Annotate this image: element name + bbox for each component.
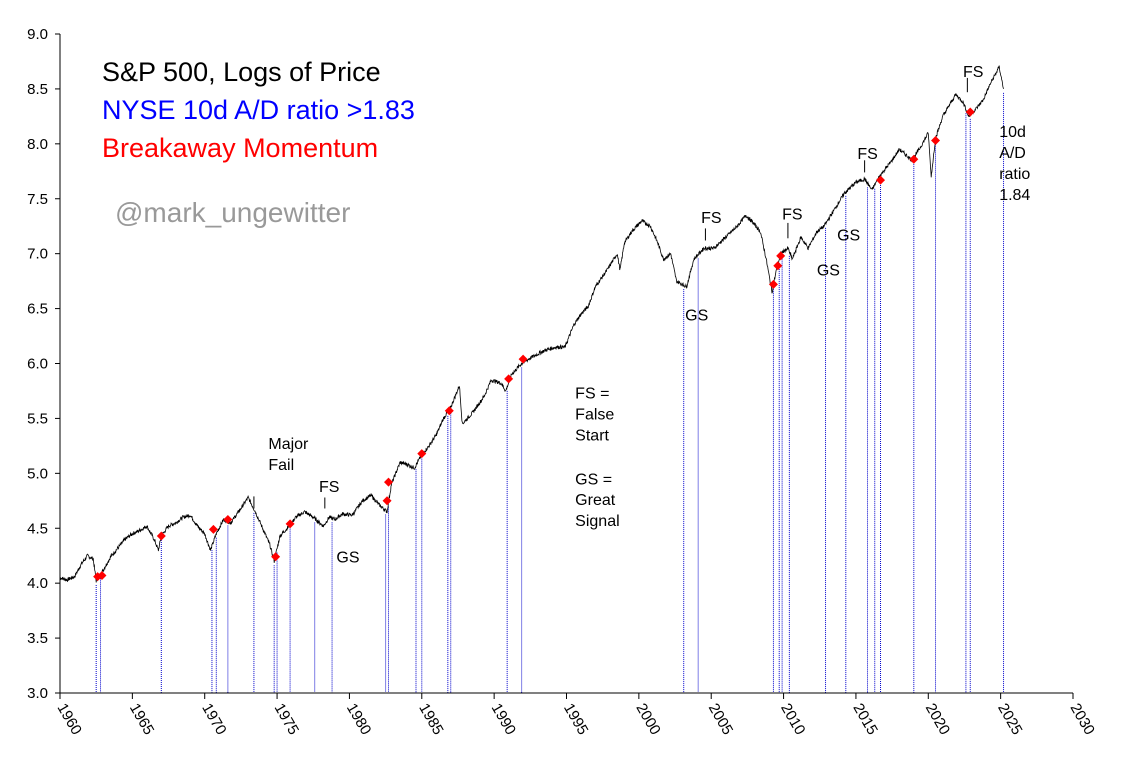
x-tick-label: 2000 xyxy=(632,701,663,738)
x-tick-label: 1980 xyxy=(343,701,374,738)
annotations: Major Fail FS GS FS = False Start GS = Great Sign… xyxy=(253,64,1030,566)
y-tick-label: 4.0 xyxy=(27,575,48,592)
watermark: @mark_ungewitter xyxy=(115,197,350,228)
x-tick-label: 2015 xyxy=(849,701,880,738)
signal-marker xyxy=(271,552,281,562)
annotation: FS xyxy=(857,146,877,163)
x-tick-label: 1975 xyxy=(271,701,302,738)
signal-marker xyxy=(223,514,233,524)
annotation: ratio xyxy=(999,166,1030,183)
annotation: FS xyxy=(701,210,721,227)
signal-marker xyxy=(876,175,886,185)
x-tick-label: 1995 xyxy=(560,701,591,738)
annotation: False xyxy=(575,407,614,424)
y-tick-label: 7.5 xyxy=(27,191,48,208)
signal-marker xyxy=(965,107,975,117)
y-tick-label: 6.0 xyxy=(27,356,48,373)
annotation: 10d xyxy=(999,124,1026,141)
signal-marker xyxy=(909,154,919,164)
annotation: Signal xyxy=(575,513,619,530)
signal-lines xyxy=(95,92,1005,693)
x-tick-label: 2030 xyxy=(1067,701,1098,738)
y-tick-label: 8.0 xyxy=(27,136,48,153)
y-tick-label: 9.0 xyxy=(27,26,48,43)
annotation: GS xyxy=(837,227,860,244)
y-tick-label: 6.5 xyxy=(27,301,48,318)
y-tick-label: 5.5 xyxy=(27,410,48,427)
y-tick-label: 4.5 xyxy=(27,520,48,537)
annotation: Fail xyxy=(268,457,294,474)
x-ticks: 1960 1965 1970 1975 1980 1985 1990 1995 2000 2005… xyxy=(54,693,1098,738)
signal-marker xyxy=(931,136,941,146)
y-tick-label: 8.5 xyxy=(27,81,48,98)
signal-marker xyxy=(768,279,778,289)
x-tick-label: 1985 xyxy=(415,701,446,738)
annotation: FS = xyxy=(575,386,609,403)
annotation: Major xyxy=(268,436,309,453)
signal-marker xyxy=(156,531,166,541)
signal-marker xyxy=(504,374,514,384)
signal-marker xyxy=(417,449,427,459)
title-line-3: Breakaway Momentum xyxy=(102,133,378,163)
signal-marker xyxy=(776,251,786,261)
y-tick-label: 7.0 xyxy=(27,246,48,263)
x-tick-label: 2010 xyxy=(777,701,808,738)
title-line-1: S&P 500, Logs of Price xyxy=(102,57,381,87)
annotation: FS xyxy=(963,64,983,81)
signal-marker xyxy=(444,406,454,416)
x-tick-label: 1965 xyxy=(126,701,157,738)
annotation: GS xyxy=(817,263,840,280)
signal-marker xyxy=(518,354,528,364)
y-tick-label: 3.0 xyxy=(27,685,48,702)
signal-marker xyxy=(773,261,783,271)
x-tick-label: 1960 xyxy=(54,701,85,738)
annotation: 1.84 xyxy=(999,187,1030,204)
signal-markers xyxy=(93,107,975,582)
y-tick-label: 5.0 xyxy=(27,465,48,482)
price-line xyxy=(59,65,1004,583)
x-tick-label: 2025 xyxy=(994,701,1025,738)
annotation: FS xyxy=(782,207,802,224)
annotation: GS = xyxy=(575,471,612,488)
signal-marker xyxy=(285,519,295,529)
y-ticks: 3.0 3.5 4.0 4.5 5.0 5.5 6.0 6.5 7.0 7.5 8.0 8.5 9.0 xyxy=(27,26,60,702)
title-line-2: NYSE 10d A/D ratio >1.83 xyxy=(102,95,415,125)
annotation: Great xyxy=(575,492,616,509)
annotation: FS xyxy=(319,479,339,496)
x-tick-label: 2005 xyxy=(705,701,736,738)
signal-marker xyxy=(208,524,218,534)
signal-marker xyxy=(97,570,107,580)
x-tick-label: 2020 xyxy=(922,701,953,738)
annotation: GS xyxy=(685,308,708,325)
annotation: GS xyxy=(336,549,359,566)
y-tick-label: 3.5 xyxy=(27,630,48,647)
signal-marker xyxy=(384,477,394,487)
annotation: Start xyxy=(575,427,609,444)
x-tick-label: 1990 xyxy=(488,701,519,738)
signal-marker xyxy=(382,496,392,506)
chart-titles: S&P 500, Logs of Price NYSE 10d A/D ratio… xyxy=(102,57,415,163)
annotation: A/D xyxy=(999,145,1026,162)
x-tick-label: 1970 xyxy=(198,701,229,738)
